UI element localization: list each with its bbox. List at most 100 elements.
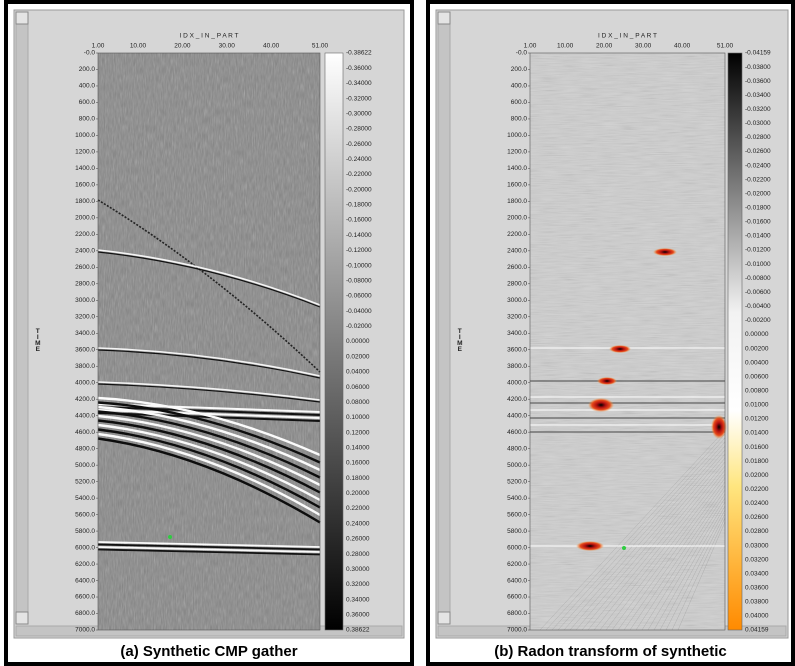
colorbar-label: 0.28000: [346, 551, 370, 558]
event-bundle: [97, 405, 321, 472]
streak: [629, 489, 726, 631]
y-tick-label: 1000.0: [507, 132, 527, 139]
colorbar-label: 0.26000: [346, 536, 370, 543]
scroll-button[interactable]: [15, 611, 29, 625]
caption: (a) Synthetic CMP gather: [120, 643, 297, 660]
colorbar-label: -0.03600: [745, 78, 771, 85]
y-tick-label: 5000.0: [507, 462, 527, 469]
event: [97, 383, 321, 403]
event: [97, 349, 321, 379]
y-tick-label: 5800.0: [75, 528, 95, 535]
scroll-button[interactable]: [15, 11, 29, 25]
colorbar: [324, 52, 344, 631]
y-tick-label: 3800.0: [507, 363, 527, 370]
y-tick-label: 2600.0: [507, 264, 527, 271]
event-bundle: [97, 414, 321, 487]
y-tick-label: 3400.0: [507, 330, 527, 337]
scroll-button[interactable]: [437, 611, 451, 625]
colorbar-label: 0.02200: [745, 486, 769, 493]
colorbar-label: -0.01000: [745, 261, 771, 268]
y-tick-label: 2000.0: [507, 215, 527, 222]
y-tick-label: 3200.0: [75, 313, 95, 320]
x-tick-label: 1.00: [92, 43, 105, 50]
colorbar-label: -0.30000: [346, 110, 372, 117]
x-tick-label: 51.00: [312, 43, 329, 50]
colorbar-label: 0.10000: [346, 414, 370, 421]
plot-frame: [529, 52, 726, 631]
colorbar-label: 0.20000: [346, 490, 370, 497]
colorbar-label: -0.01400: [745, 233, 771, 240]
colorbar-label: 0.02800: [745, 528, 769, 535]
colorbar-label: 0.08000: [346, 399, 370, 406]
streak: [569, 449, 726, 631]
colorbar-label: 0.24000: [346, 520, 370, 527]
colorbar-label: -0.26000: [346, 141, 372, 148]
x-tick-label: 1.00: [524, 43, 537, 50]
streak: [653, 505, 726, 631]
colorbar-label: 0.00000: [346, 338, 370, 345]
event: [97, 249, 321, 306]
streak: [665, 513, 726, 631]
colorbar-label: 0.16000: [346, 460, 370, 467]
y-tick-label: 5200.0: [507, 478, 527, 485]
y-tick-label: 6400.0: [75, 577, 95, 584]
streak: [677, 521, 726, 631]
colorbar-label: -0.02200: [745, 176, 771, 183]
panel: -0.04159-0.03800-0.03600-0.03400-0.03200…: [426, 0, 795, 666]
streak: [599, 469, 726, 631]
x-tick-label: 30.00: [219, 43, 236, 50]
x-tick-label: 20.00: [174, 43, 191, 50]
colorbar-label: 0.01000: [745, 402, 769, 409]
streak: [635, 493, 726, 631]
event-flat: [97, 541, 321, 548]
y-tick-label: 5200.0: [75, 478, 95, 485]
y-tick-label: 5400.0: [75, 495, 95, 502]
y-tick-label: 3600.0: [75, 346, 95, 353]
streak: [641, 497, 726, 631]
y-tick-label: 6800.0: [507, 610, 527, 617]
colorbar-label: -0.34000: [346, 80, 372, 87]
colorbar-label: 0.02000: [745, 472, 769, 479]
y-tick-label: 1400.0: [507, 165, 527, 172]
scroll-button[interactable]: [437, 11, 451, 25]
streak: [563, 445, 726, 631]
x-tick-label: 51.00: [717, 43, 734, 50]
colorbar-label: -0.03800: [745, 64, 771, 71]
y-tick-label: 200.0: [511, 66, 528, 73]
axis-title: I D X _ I N _ P A R T: [179, 33, 238, 40]
colorbar-label: 0.36000: [346, 612, 370, 619]
event: [97, 381, 321, 401]
y-tick-label: 800.0: [79, 116, 96, 123]
y-tick-label: 6600.0: [75, 594, 95, 601]
y-tick-label: 3600.0: [507, 346, 527, 353]
colorbar-label: -0.03400: [745, 92, 771, 99]
y-tick-label: 2400.0: [507, 248, 527, 255]
event-bundle: [97, 410, 321, 479]
radon-peak: [653, 248, 677, 256]
v-scrollbar: [15, 11, 29, 625]
x-tick-label: 10.00: [130, 43, 147, 50]
colorbar-label: 0.38622: [346, 627, 370, 634]
streak: [575, 453, 726, 631]
colorbar-label: 0.03000: [745, 542, 769, 549]
event: [97, 347, 321, 377]
colorbar: [727, 52, 743, 631]
y-tick-label: 2200.0: [75, 231, 95, 238]
x-tick-label: 40.00: [263, 43, 280, 50]
colorbar-label: 0.03600: [745, 584, 769, 591]
y-tick-label: 4200.0: [507, 396, 527, 403]
event-band: [97, 406, 321, 416]
streak: [611, 477, 726, 631]
y-tick-label: 6400.0: [507, 577, 527, 584]
colorbar-label: -0.02800: [745, 134, 771, 141]
y-tick-label: 3400.0: [75, 330, 95, 337]
y-tick-label: 2800.0: [75, 281, 95, 288]
colorbar-label: -0.03200: [745, 106, 771, 113]
y-tick-label: 400.0: [511, 83, 528, 90]
colorbar-label: -0.01200: [745, 247, 771, 254]
y-tick-label: 4000.0: [507, 379, 527, 386]
y-tick-label: 6200.0: [507, 561, 527, 568]
y-tick-label: 6600.0: [507, 594, 527, 601]
colorbar-label: 0.04000: [346, 369, 370, 376]
event-flat: [97, 548, 321, 556]
